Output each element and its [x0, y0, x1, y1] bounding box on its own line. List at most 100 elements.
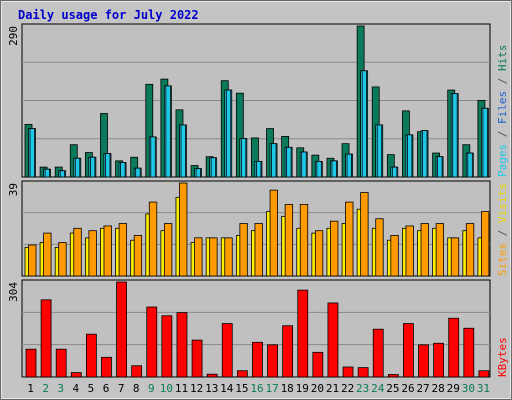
kbytes-bar — [312, 351, 324, 378]
day-label: 18 — [281, 382, 294, 395]
pages-bar — [150, 136, 156, 178]
sites-bar — [194, 237, 203, 277]
kbytes-bar — [101, 356, 112, 378]
sites-bar — [314, 230, 324, 277]
day-label: 11 — [175, 382, 188, 395]
sites-bar — [133, 235, 143, 277]
pages-bar — [316, 160, 322, 178]
sites-bar — [239, 223, 248, 277]
legend-item: Files — [496, 91, 509, 124]
pages-bar — [180, 124, 186, 178]
pages-bar — [44, 168, 50, 178]
day-label: 6 — [103, 382, 110, 395]
pages-bar — [29, 128, 35, 178]
sites-bar — [390, 235, 399, 277]
pages-bar — [210, 157, 217, 178]
kbytes-bar — [463, 327, 475, 378]
kbytes-bar — [372, 328, 384, 378]
day-label: 29 — [447, 382, 460, 395]
sites-bar — [148, 201, 158, 277]
kbytes-bar — [418, 344, 429, 378]
kbytes-bar — [116, 281, 127, 378]
day-label: 20 — [311, 382, 324, 395]
sites-bar — [118, 223, 127, 277]
pages-bar — [301, 151, 307, 178]
y-max-label: 39 — [7, 183, 20, 196]
kbytes-bar — [433, 342, 445, 378]
kbytes-bar — [25, 348, 37, 378]
pages-bar — [240, 138, 247, 178]
day-label: 31 — [477, 382, 490, 395]
sites-bar — [58, 242, 67, 277]
kbytes-bar — [282, 325, 294, 378]
pages-bar — [467, 152, 473, 178]
kbytes-bar — [55, 348, 67, 378]
kbytes-bar — [236, 370, 248, 378]
sites-bar — [163, 223, 173, 277]
legend-hits-files-pages: Pages / Files / Hits — [496, 45, 509, 178]
kbytes-bar — [403, 323, 414, 378]
day-label: 16 — [250, 382, 263, 395]
legend-item: Hits — [496, 45, 509, 72]
pages-bar — [225, 89, 232, 178]
kbytes-bar — [297, 289, 309, 378]
sites-bar — [481, 211, 490, 277]
y-max-label: 290 — [7, 26, 20, 46]
legend-item: KBytes — [496, 337, 509, 377]
sites-bar — [284, 204, 294, 277]
sites-bar — [103, 225, 112, 277]
panel-kbytes: 304 KBytes — [7, 279, 509, 378]
sites-bar — [360, 192, 369, 277]
pages-bar — [165, 85, 171, 178]
pages-bar — [391, 166, 398, 178]
sites-bar — [330, 220, 339, 277]
pages-bar — [105, 153, 111, 178]
sites-bar — [450, 237, 460, 277]
kbytes-bar — [176, 312, 188, 378]
pages-bar — [407, 134, 413, 178]
pages-bar — [74, 157, 81, 178]
y-max-label: 304 — [7, 282, 20, 302]
day-label: 26 — [401, 382, 414, 395]
kbytes-bar — [342, 366, 354, 378]
pages-bar — [482, 107, 488, 178]
day-label: 13 — [205, 382, 218, 395]
day-label: 7 — [118, 382, 125, 395]
pages-bar — [422, 130, 428, 178]
legend-item: Visits — [496, 183, 509, 223]
pages-bar — [59, 170, 66, 178]
pages-bar — [135, 167, 141, 178]
day-label: 30 — [462, 382, 475, 395]
sites-bar — [269, 189, 278, 277]
sites-bar — [345, 201, 354, 277]
pages-bar — [120, 162, 126, 178]
day-label: 9 — [148, 382, 155, 395]
day-label: 21 — [326, 382, 339, 395]
sites-bar — [254, 223, 263, 277]
day-label: 28 — [432, 382, 445, 395]
legend-item: / — [496, 223, 509, 243]
day-label: 25 — [386, 382, 399, 395]
day-label: 15 — [235, 382, 248, 395]
kbytes-bar — [221, 323, 233, 378]
sites-bar — [224, 237, 233, 277]
pages-bar — [286, 146, 292, 178]
pages-bar — [271, 143, 277, 178]
pages-bar — [452, 93, 458, 178]
pages-bar — [346, 153, 352, 178]
day-label: 23 — [356, 382, 369, 395]
kbytes-bar — [478, 370, 490, 378]
legend-visits-sites: Sites / Visits — [496, 183, 509, 276]
chart-panels: 290 Pages / Files / Hits 39 Sites / Visits 3… — [7, 23, 509, 378]
pages-bar — [361, 70, 368, 178]
day-label: 10 — [160, 382, 173, 395]
legend-item: / — [496, 71, 509, 91]
kbytes-bar — [357, 367, 369, 378]
day-axis-labels: 1 2 3 4 5 6 7 8 9 10 11 12 13 14 15 16 17 18 19 20 21 22 23 24 2… — [27, 382, 490, 395]
day-label: 14 — [220, 382, 234, 395]
kbytes-bar — [85, 333, 97, 378]
kbytes-bar — [267, 344, 278, 378]
kbytes-bar — [387, 374, 399, 378]
kbytes-bar — [131, 365, 143, 378]
legend-kbytes: KBytes — [496, 337, 509, 377]
